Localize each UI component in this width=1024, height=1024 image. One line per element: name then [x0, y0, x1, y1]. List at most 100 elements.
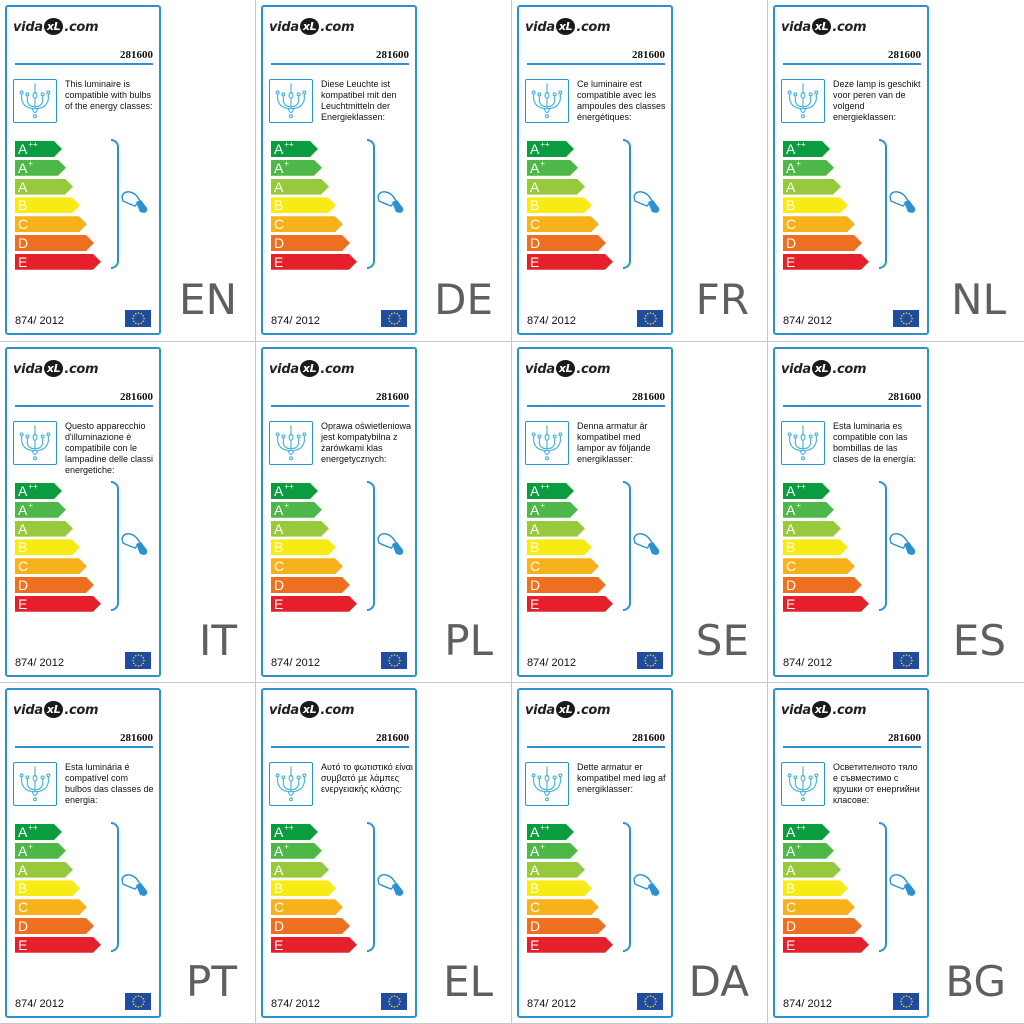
energy-class-superscript: + [284, 158, 290, 168]
energy-class-letter: A+ [786, 843, 801, 859]
energy-class-letter-text: A [786, 141, 796, 157]
energy-class-letter-text: A [18, 501, 28, 518]
energy-class-superscript: ++ [540, 823, 550, 832]
label-cell: vida xL .com 281600 Esta luminária é comp [0, 683, 256, 1024]
regulation-number: 874/ 2012 [527, 998, 576, 1010]
energy-class-letter: B [274, 197, 283, 213]
class-range-bracket [111, 481, 119, 611]
energy-class-letter-text: C [530, 558, 541, 575]
energy-class-bar: A+ [527, 502, 578, 518]
energy-class-bar: E [527, 254, 613, 270]
energy-label-card: vida xL .com 281600 Dette armatur er komp [517, 688, 673, 1018]
label-cell: vida xL .com 281600 This luminaire is com [0, 0, 256, 342]
product-code: 281600 [376, 391, 409, 403]
energy-class-bar: A++ [271, 824, 318, 840]
divider [15, 405, 153, 407]
energy-class-letter: A++ [530, 824, 550, 840]
energy-class-letter: E [530, 254, 539, 270]
energy-class-scale: A++ A+ A B C D E [527, 141, 613, 273]
energy-class-letter: A++ [18, 141, 38, 157]
product-code: 281600 [376, 49, 409, 61]
energy-class-letter: C [530, 216, 540, 232]
chandelier-icon [13, 79, 57, 123]
energy-class-bar: B [527, 197, 592, 213]
energy-class-letter: A [786, 521, 795, 537]
energy-class-bar: E [783, 254, 869, 270]
label-cell: vida xL .com 281600 Esta luminaria es com [768, 342, 1024, 683]
energy-class-letter-text: B [274, 880, 284, 897]
compatibility-text: Diese Leuchte ist kompatibel mit den Leu… [321, 79, 397, 122]
energy-class-letter: C [274, 216, 284, 232]
energy-class-bar: C [15, 899, 87, 915]
energy-class-letter: B [530, 880, 539, 896]
label-cell: vida xL .com 281600 Dette armatur er komp [512, 683, 768, 1024]
energy-class-bar: D [15, 235, 94, 251]
energy-class-bar: A++ [783, 141, 830, 157]
energy-class-bar: A+ [271, 502, 322, 518]
energy-label-card: vida xL .com 281600 Esta luminaria es com [773, 347, 929, 677]
energy-class-superscript: ++ [28, 140, 38, 149]
energy-class-letter: E [18, 937, 27, 953]
energy-class-letter-text: D [786, 234, 797, 251]
class-range-bracket [367, 822, 375, 952]
energy-class-letter: A [274, 862, 283, 878]
energy-class-letter: A [786, 862, 795, 878]
compatibility-text: Esta luminaria es compatible con las bom… [833, 421, 917, 464]
energy-class-letter: B [786, 539, 795, 555]
energy-class-letter: B [786, 880, 795, 896]
energy-class-letter: C [18, 899, 28, 915]
language-code: PL [444, 616, 493, 665]
energy-class-letter: A++ [274, 824, 294, 840]
energy-class-letter: D [18, 577, 28, 593]
energy-class-letter-text: B [530, 197, 540, 214]
regulation-number: 874/ 2012 [271, 657, 320, 669]
energy-class-bar: A [783, 521, 841, 537]
product-code: 281600 [120, 732, 153, 744]
bulb-icon [631, 872, 663, 902]
energy-class-letter-text: A [274, 483, 284, 499]
energy-class-letter-text: E [530, 595, 540, 612]
energy-class-letter-text: A [530, 483, 540, 499]
energy-class-letter: A++ [786, 824, 806, 840]
energy-class-scale: A++ A+ A B C D E [783, 483, 869, 615]
energy-class-superscript: + [28, 158, 34, 168]
energy-class-letter: A++ [530, 483, 550, 499]
energy-class-letter-text: D [274, 234, 285, 251]
energy-class-superscript: ++ [284, 823, 294, 832]
energy-class-letter-text: E [18, 253, 28, 270]
energy-class-letter-text: A [18, 141, 28, 157]
energy-class-bar: C [527, 558, 599, 574]
energy-class-bar: D [527, 577, 606, 593]
brand-logo: vida xL .com [781, 360, 867, 377]
regulation-number: 874/ 2012 [15, 998, 64, 1010]
energy-class-bar: C [783, 216, 855, 232]
product-code: 281600 [888, 732, 921, 744]
energy-class-bar: C [15, 216, 87, 232]
bulb-icon [887, 189, 919, 219]
energy-class-letter: B [274, 880, 283, 896]
energy-class-letter: A [530, 521, 539, 537]
energy-class-letter-text: C [530, 216, 541, 233]
bulb-icon [375, 872, 407, 902]
energy-class-letter-text: C [530, 899, 541, 916]
class-range-bracket [623, 481, 631, 611]
energy-class-letter: D [530, 235, 540, 251]
energy-class-scale: A++ A+ A B C D E [783, 824, 869, 956]
divider [527, 405, 665, 407]
energy-class-letter-text: A [18, 824, 28, 840]
energy-class-bar: A++ [271, 483, 318, 499]
class-range-bracket [879, 139, 887, 269]
bulb-icon [119, 872, 151, 902]
class-range-bracket [367, 481, 375, 611]
energy-class-letter-text: A [530, 159, 540, 176]
energy-class-letter-text: C [274, 216, 285, 233]
regulation-number: 874/ 2012 [271, 998, 320, 1010]
energy-class-bar: A+ [783, 160, 834, 176]
energy-class-superscript: ++ [28, 482, 38, 491]
energy-class-letter: C [274, 899, 284, 915]
energy-class-bar: A++ [527, 141, 574, 157]
energy-class-letter: D [786, 918, 796, 934]
energy-class-bar: C [15, 558, 87, 574]
label-cell: vida xL .com 281600 Ce luminaire est comp [512, 0, 768, 342]
chandelier-icon [13, 421, 57, 465]
